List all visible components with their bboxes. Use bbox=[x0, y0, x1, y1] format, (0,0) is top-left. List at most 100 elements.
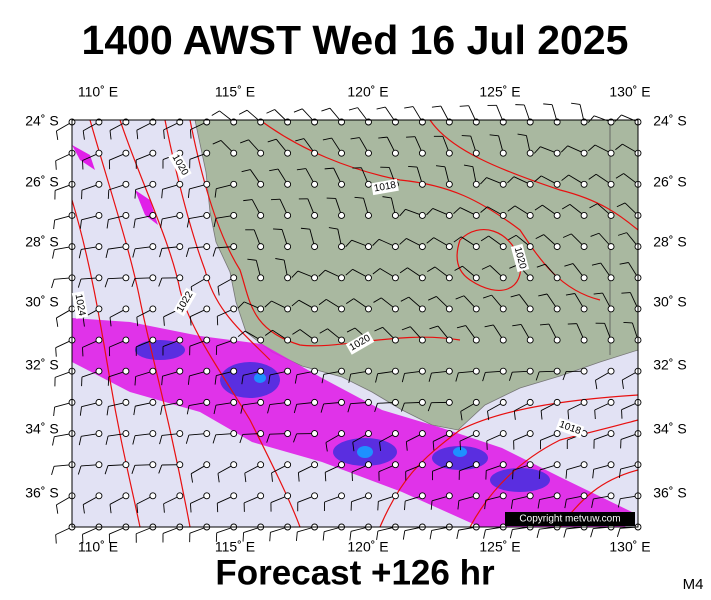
barb-station bbox=[445, 430, 453, 437]
barb-station bbox=[445, 398, 453, 406]
barb-station bbox=[607, 274, 615, 282]
barb-flag bbox=[591, 262, 601, 266]
barb-station bbox=[149, 180, 157, 188]
barb-station bbox=[149, 398, 157, 406]
barb-flag bbox=[53, 220, 56, 230]
barb-flag bbox=[427, 402, 432, 412]
barb-flag bbox=[373, 297, 382, 303]
barb-flag bbox=[187, 375, 190, 385]
barb-station bbox=[391, 492, 399, 500]
barb-station bbox=[391, 212, 399, 219]
barb-station bbox=[580, 149, 588, 157]
barb-flag bbox=[481, 265, 491, 270]
lon-label: 130˚ E bbox=[609, 539, 650, 555]
barb-station bbox=[472, 492, 480, 500]
isobar-label: 1024 bbox=[71, 291, 89, 319]
barb-station bbox=[365, 305, 372, 313]
barb-station bbox=[391, 398, 399, 406]
barb-flag bbox=[376, 106, 386, 110]
barb-station bbox=[580, 336, 588, 344]
barb-flag bbox=[82, 317, 85, 327]
barb-flag bbox=[296, 168, 306, 171]
isobar-label-box bbox=[345, 331, 375, 355]
barb-flag bbox=[132, 435, 136, 445]
barb-station bbox=[122, 398, 130, 406]
barb-flag bbox=[536, 263, 546, 268]
barb-station bbox=[284, 212, 292, 219]
barb-flag bbox=[321, 374, 325, 384]
isobar bbox=[429, 119, 639, 231]
barb-flag bbox=[55, 130, 59, 140]
barb-flag bbox=[187, 188, 190, 198]
barb-flag bbox=[242, 532, 244, 542]
barb-flag bbox=[510, 294, 520, 298]
barb-flag bbox=[399, 209, 406, 217]
barb-flag bbox=[455, 372, 459, 382]
barb-flag bbox=[561, 203, 571, 210]
barb-station bbox=[526, 398, 534, 406]
barb-station bbox=[230, 367, 238, 375]
barb-station bbox=[230, 149, 238, 157]
lat-label: 32˚ S bbox=[653, 357, 686, 373]
barb-flag bbox=[267, 404, 271, 414]
barb-flag bbox=[136, 317, 139, 327]
barb-flag bbox=[616, 528, 621, 537]
barb-station bbox=[365, 149, 372, 157]
barb-flag bbox=[489, 134, 499, 137]
barb-station bbox=[95, 336, 103, 344]
isobar-label: 1018 bbox=[371, 178, 399, 196]
barb-station bbox=[284, 305, 292, 313]
barb-station bbox=[122, 243, 130, 251]
lat-label: 26˚ S bbox=[653, 174, 686, 190]
barb-flag bbox=[82, 504, 85, 514]
barb-flag bbox=[623, 321, 633, 324]
barb-flag bbox=[512, 324, 522, 327]
lat-label: 30˚ S bbox=[653, 294, 686, 310]
barb-station bbox=[203, 398, 211, 406]
barb-flag bbox=[454, 265, 463, 271]
barb-station bbox=[284, 367, 292, 375]
barb-flag bbox=[106, 219, 109, 229]
barb-flag bbox=[264, 300, 272, 308]
isobar bbox=[456, 229, 522, 291]
barb-flag bbox=[456, 530, 460, 540]
barb-station bbox=[95, 305, 103, 313]
barb-station bbox=[499, 180, 507, 188]
barb-flag bbox=[293, 433, 297, 443]
barb-station bbox=[122, 212, 130, 219]
barb-flag bbox=[55, 347, 57, 357]
barb-station bbox=[338, 305, 345, 313]
barb-station bbox=[176, 243, 184, 251]
barb-flag bbox=[269, 168, 279, 172]
barb-flag bbox=[132, 248, 136, 258]
barb-station bbox=[391, 461, 399, 469]
barb-station bbox=[391, 336, 399, 344]
barb-station bbox=[257, 149, 265, 157]
barb-station bbox=[284, 461, 292, 469]
barb-flag bbox=[239, 434, 244, 444]
barb-flag bbox=[587, 144, 596, 152]
barb-station bbox=[445, 336, 453, 344]
barb-station bbox=[553, 149, 561, 157]
barb-flag bbox=[269, 532, 271, 542]
barb-station bbox=[149, 212, 157, 219]
map: Copyright metvuw.com bbox=[51, 102, 642, 544]
barb-station bbox=[499, 212, 507, 219]
barb-flag bbox=[564, 263, 574, 267]
lat-label: 28˚ S bbox=[653, 234, 686, 250]
barb-flag bbox=[426, 208, 434, 216]
barb-flag bbox=[372, 238, 380, 246]
barb-flag bbox=[106, 406, 109, 416]
barb-station bbox=[526, 274, 534, 282]
barb-flag bbox=[480, 177, 487, 185]
barb-station bbox=[284, 398, 292, 406]
barb-flag bbox=[163, 503, 165, 513]
lat-label: 28˚ S bbox=[25, 234, 58, 250]
barb-flag bbox=[217, 286, 220, 296]
barb-station bbox=[607, 180, 615, 188]
barb-station bbox=[580, 243, 588, 251]
barb-flag bbox=[431, 105, 441, 108]
barb-station bbox=[311, 398, 319, 406]
barb-flag bbox=[535, 371, 540, 381]
